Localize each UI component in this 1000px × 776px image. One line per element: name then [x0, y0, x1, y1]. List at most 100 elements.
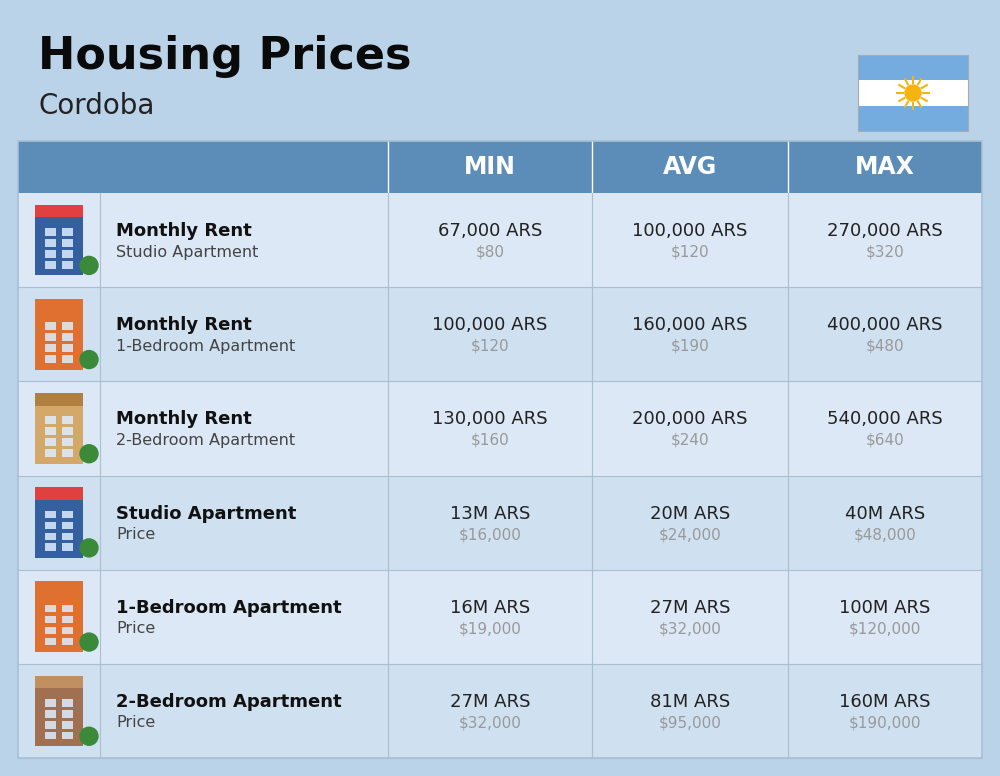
- Bar: [62, 449, 73, 457]
- Text: 540,000 ARS: 540,000 ARS: [827, 411, 943, 428]
- Bar: [45, 532, 56, 540]
- Text: Price: Price: [116, 715, 155, 730]
- Text: $32,000: $32,000: [459, 715, 521, 730]
- Text: Housing Prices: Housing Prices: [38, 34, 412, 78]
- Text: 1-Bedroom Apartment: 1-Bedroom Apartment: [116, 339, 295, 354]
- Bar: [45, 261, 56, 268]
- Bar: [62, 699, 73, 707]
- Text: Studio Apartment: Studio Apartment: [116, 504, 296, 522]
- Text: Price: Price: [116, 622, 155, 636]
- Bar: [45, 699, 56, 707]
- Bar: [35, 581, 83, 594]
- Bar: [45, 721, 56, 729]
- Bar: [62, 627, 73, 634]
- Bar: [62, 721, 73, 729]
- Bar: [45, 710, 56, 718]
- Text: $19,000: $19,000: [459, 622, 521, 636]
- Bar: [35, 406, 83, 464]
- Text: MAX: MAX: [855, 155, 915, 179]
- Text: 20M ARS: 20M ARS: [650, 504, 730, 522]
- Bar: [62, 322, 73, 330]
- Text: $190: $190: [671, 339, 709, 354]
- Text: 200,000 ARS: 200,000 ARS: [632, 411, 748, 428]
- Bar: [35, 487, 83, 500]
- Bar: [45, 228, 56, 236]
- Bar: [45, 355, 56, 363]
- Bar: [45, 521, 56, 529]
- Bar: [35, 299, 83, 312]
- Bar: [45, 511, 56, 518]
- Text: $80: $80: [476, 244, 505, 260]
- Bar: [858, 106, 968, 131]
- Bar: [45, 345, 56, 352]
- Bar: [62, 511, 73, 518]
- Bar: [45, 333, 56, 341]
- Text: $120: $120: [471, 339, 509, 354]
- Text: AVG: AVG: [663, 155, 717, 179]
- Text: 100,000 ARS: 100,000 ARS: [632, 222, 748, 240]
- Bar: [62, 438, 73, 446]
- Bar: [45, 616, 56, 623]
- Text: 40M ARS: 40M ARS: [845, 504, 925, 522]
- Text: 100M ARS: 100M ARS: [839, 599, 931, 617]
- Bar: [62, 605, 73, 612]
- Text: Monthly Rent: Monthly Rent: [116, 317, 252, 334]
- Bar: [35, 676, 83, 688]
- Bar: [45, 322, 56, 330]
- Text: 67,000 ARS: 67,000 ARS: [438, 222, 542, 240]
- Bar: [35, 500, 83, 558]
- Text: Monthly Rent: Monthly Rent: [116, 222, 252, 240]
- Bar: [18, 141, 982, 758]
- Circle shape: [80, 445, 98, 462]
- Bar: [35, 688, 83, 747]
- Bar: [18, 193, 982, 287]
- Bar: [45, 239, 56, 247]
- Text: 2-Bedroom Apartment: 2-Bedroom Apartment: [116, 433, 295, 448]
- Bar: [45, 417, 56, 424]
- Text: $120,000: $120,000: [849, 622, 921, 636]
- Bar: [45, 638, 56, 646]
- Bar: [45, 438, 56, 446]
- Text: 27M ARS: 27M ARS: [450, 693, 530, 711]
- Circle shape: [80, 633, 98, 651]
- Text: 400,000 ARS: 400,000 ARS: [827, 317, 943, 334]
- Text: Cordoba: Cordoba: [38, 92, 154, 120]
- Bar: [45, 732, 56, 740]
- Bar: [45, 449, 56, 457]
- Bar: [18, 141, 982, 193]
- Bar: [62, 710, 73, 718]
- Text: $16,000: $16,000: [459, 527, 521, 542]
- Text: 13M ARS: 13M ARS: [450, 504, 530, 522]
- Circle shape: [80, 351, 98, 369]
- Bar: [45, 428, 56, 435]
- Bar: [62, 355, 73, 363]
- Circle shape: [80, 727, 98, 745]
- Text: 81M ARS: 81M ARS: [650, 693, 730, 711]
- Bar: [62, 638, 73, 646]
- Bar: [62, 532, 73, 540]
- Text: $24,000: $24,000: [659, 527, 721, 542]
- Bar: [62, 261, 73, 268]
- Bar: [62, 333, 73, 341]
- Text: 160,000 ARS: 160,000 ARS: [632, 317, 748, 334]
- Bar: [35, 205, 83, 217]
- Circle shape: [80, 256, 98, 275]
- Bar: [62, 428, 73, 435]
- Bar: [62, 616, 73, 623]
- Circle shape: [905, 85, 921, 101]
- Bar: [18, 663, 982, 758]
- Bar: [62, 345, 73, 352]
- Bar: [62, 417, 73, 424]
- Bar: [35, 393, 83, 406]
- Bar: [45, 543, 56, 551]
- Bar: [62, 250, 73, 258]
- Bar: [858, 55, 968, 131]
- Text: $32,000: $32,000: [659, 622, 721, 636]
- Text: $240: $240: [671, 433, 709, 448]
- Text: 27M ARS: 27M ARS: [650, 599, 730, 617]
- Text: $480: $480: [866, 339, 904, 354]
- Bar: [62, 543, 73, 551]
- Bar: [35, 217, 83, 275]
- Bar: [45, 250, 56, 258]
- Bar: [35, 594, 83, 652]
